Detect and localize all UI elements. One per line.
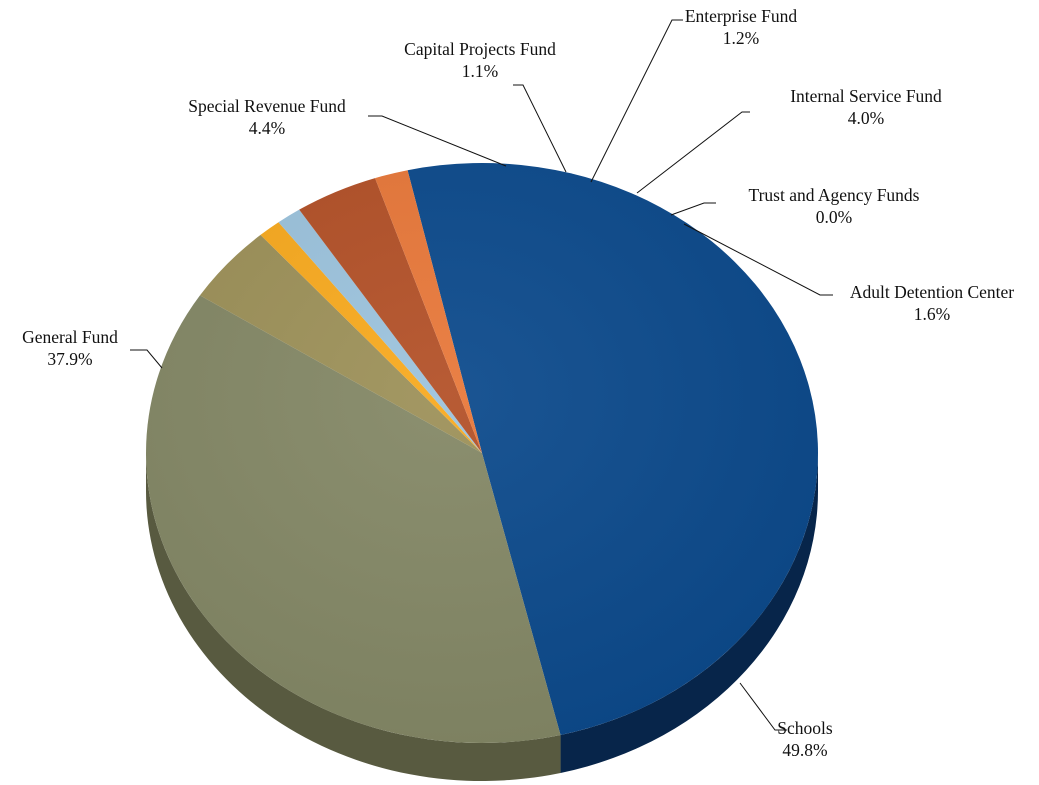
leader-schools xyxy=(739,682,787,731)
pie-sheen xyxy=(146,163,818,743)
value-trust-and-agency-funds: 0.0% xyxy=(816,207,852,227)
label-special-revenue-fund: Special Revenue Fund xyxy=(188,96,346,116)
leader-capital-projects-fund xyxy=(513,84,567,173)
label-enterprise-fund: Enterprise Fund xyxy=(685,6,798,26)
value-adult-detention-center: 1.6% xyxy=(914,304,950,324)
pie-slices xyxy=(146,162,819,743)
value-schools: 49.8% xyxy=(782,740,827,760)
value-enterprise-fund: 1.2% xyxy=(723,28,759,48)
leader-trust-and-agency-funds xyxy=(670,202,716,216)
leader-general-fund xyxy=(130,349,163,369)
side-schools xyxy=(560,453,818,773)
label-capital-projects-fund: Capital Projects Fund xyxy=(404,39,556,59)
leader-lines xyxy=(130,19,833,731)
label-adult-detention-center: Adult Detention Center xyxy=(850,282,1014,302)
side-general-fund xyxy=(146,453,561,781)
label-trust-and-agency-funds: Trust and Agency Funds xyxy=(749,185,920,205)
leader-adult-detention-center xyxy=(683,223,833,296)
value-internal-service-fund: 4.0% xyxy=(848,108,884,128)
leader-special-revenue-fund xyxy=(368,115,507,167)
leader-internal-service-fund xyxy=(636,111,750,194)
label-schools: Schools xyxy=(777,718,833,738)
leader-enterprise-fund xyxy=(590,19,683,183)
pie-side-3d xyxy=(146,453,818,781)
label-internal-service-fund: Internal Service Fund xyxy=(790,86,942,106)
value-general-fund: 37.9% xyxy=(47,349,92,369)
value-capital-projects-fund: 1.1% xyxy=(462,61,498,81)
value-special-revenue-fund: 4.4% xyxy=(249,118,285,138)
label-general-fund: General Fund xyxy=(22,327,118,347)
